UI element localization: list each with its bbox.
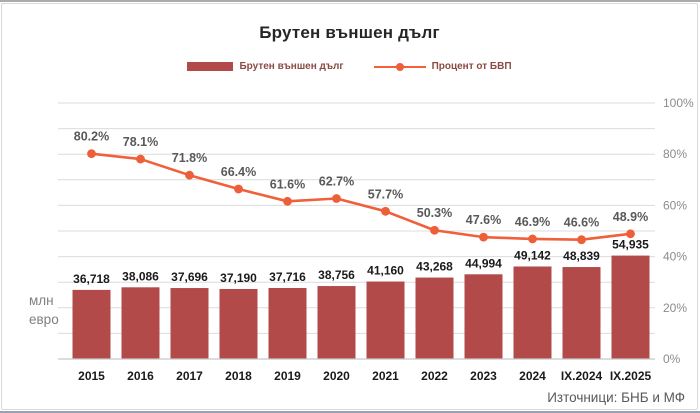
right-axis-tick-label: 80% [663, 147, 687, 161]
right-axis-tick-label: 0% [663, 352, 681, 366]
bar [415, 277, 454, 359]
line-marker [87, 149, 96, 159]
percent-label: 71.8% [172, 151, 207, 165]
bar-value-label: 38,756 [318, 268, 355, 282]
bar [317, 286, 356, 359]
percent-label: 78.1% [123, 135, 158, 149]
line-marker [234, 184, 243, 194]
bar-value-label: 38,086 [122, 269, 159, 283]
percent-label: 57.7% [368, 187, 403, 201]
x-axis-label: 2020 [323, 369, 350, 383]
bar [268, 288, 307, 359]
x-axis-label: 2015 [78, 369, 105, 383]
bar-value-label: 48,839 [563, 249, 600, 263]
x-axis-label: 2017 [176, 369, 203, 383]
percent-label: 50.3% [417, 206, 452, 220]
x-axis-label: 2019 [274, 369, 301, 383]
bar [366, 281, 405, 359]
line-marker [430, 225, 439, 235]
line-marker [332, 194, 341, 203]
line-marker [381, 206, 390, 216]
bar-value-label: 43,268 [416, 260, 453, 274]
bar [611, 255, 650, 359]
line-marker [626, 229, 635, 239]
legend-item-debt: Брутен външен дълг [187, 61, 344, 72]
percent-label: 47.6% [466, 213, 501, 227]
legend-label-gdp-percent: Процент от БВП [431, 61, 512, 72]
bar-value-label: 41,160 [367, 264, 404, 278]
bar-value-label: 37,716 [269, 270, 306, 284]
x-axis-label: 2023 [470, 369, 497, 383]
x-axis-label: 2016 [127, 369, 154, 383]
line-swatch-marker [395, 62, 404, 71]
bar-value-label: 49,142 [514, 248, 551, 262]
source-note: Източници: БНБ и МФ [547, 390, 685, 405]
y-axis-unit-label: млн евро [29, 293, 59, 327]
bar-value-label: 44,994 [465, 256, 502, 270]
chart-frame: Брутен външен дълг Брутен външен дълг Пр… [1, 3, 698, 410]
percent-label: 66.4% [221, 165, 256, 179]
x-axis-label: IX.2024 [561, 369, 603, 383]
right-axis-tick-label: 20% [663, 301, 687, 315]
bar [72, 289, 111, 359]
percent-label: 62.7% [319, 174, 354, 188]
percent-label: 46.6% [564, 216, 599, 230]
line-marker [136, 154, 145, 164]
line-marker [283, 196, 292, 206]
bar [464, 274, 503, 359]
x-axis-label: 2022 [421, 369, 448, 383]
x-axis-label: IX.2025 [610, 369, 652, 383]
bar-value-label: 54,935 [612, 238, 649, 252]
bar [121, 287, 160, 359]
bar-value-label: 37,190 [220, 271, 257, 285]
percent-label: 61.6% [270, 177, 305, 191]
bar-value-label: 37,696 [171, 270, 208, 284]
chart-plot: 36,718 38,086 37,696 37,190 37,716 38,756 41,1… [58, 96, 694, 383]
right-axis-tick-label: 60% [663, 198, 687, 212]
x-axis-label: 2018 [225, 369, 252, 383]
legend: Брутен външен дълг Процент от БВП [2, 61, 697, 72]
bar-series-swatch [187, 62, 234, 71]
gdp-percent-line [91, 152, 631, 242]
bar-value-label: 36,718 [73, 272, 110, 286]
line-marker [577, 235, 586, 245]
line-series-swatch [373, 62, 426, 71]
bar [562, 267, 601, 359]
x-axis-label: 2021 [372, 369, 399, 383]
right-axis-tick-label: 40% [663, 250, 687, 264]
percent-label: 48.9% [613, 210, 648, 224]
x-axis-label: 2024 [519, 369, 546, 383]
line-marker [528, 234, 537, 244]
legend-label-debt: Брутен външен дълг [239, 61, 344, 72]
right-axis-tick-label: 100% [663, 96, 694, 110]
line-marker [479, 232, 488, 242]
percent-label: 80.2% [74, 130, 109, 144]
chart-title: Брутен външен дълг [259, 23, 440, 42]
legend-item-gdp-percent: Процент от БВП [373, 61, 512, 72]
bar [219, 288, 258, 359]
percent-label: 46.9% [515, 215, 550, 229]
line-marker [185, 170, 194, 180]
bar [513, 266, 552, 359]
bar [170, 288, 209, 359]
